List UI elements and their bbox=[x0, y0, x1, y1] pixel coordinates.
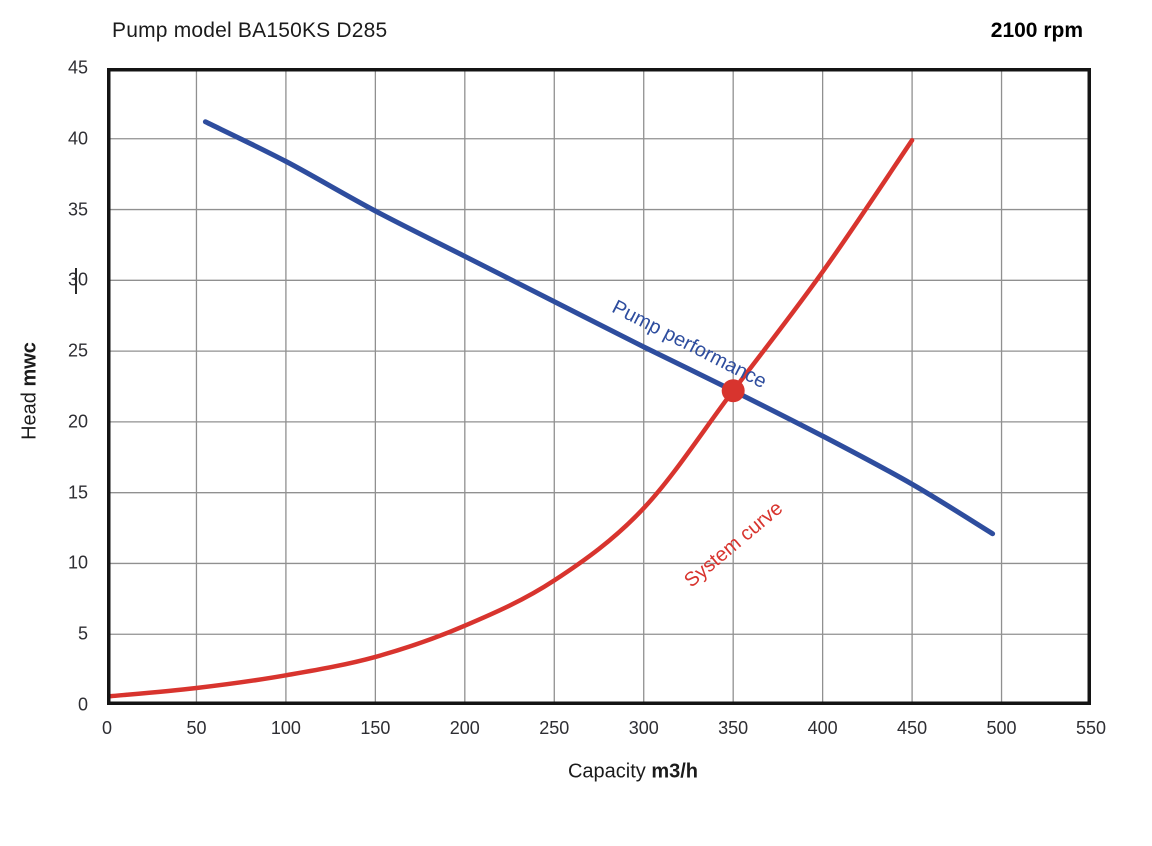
y-tick-label: 0 bbox=[77, 694, 88, 715]
x-axis-title-text: Capacity bbox=[567, 760, 646, 783]
x-tick-label: 100 bbox=[270, 718, 301, 738]
operating-point-dot bbox=[721, 379, 745, 403]
x-tick-label: 0 bbox=[101, 718, 113, 738]
x-axis-title: Capacity m3/h bbox=[568, 761, 698, 784]
y-tick-label: 5 bbox=[77, 623, 88, 644]
x-axis-unit: m3/h bbox=[651, 760, 699, 783]
x-tick-label: 450 bbox=[897, 718, 928, 738]
x-tick-label: 150 bbox=[360, 718, 391, 738]
y-tick-label: 20 bbox=[67, 411, 88, 432]
x-tick-label: 50 bbox=[186, 718, 207, 738]
y-tick-label: 40 bbox=[67, 128, 88, 149]
y-tick-label: 30 bbox=[67, 269, 88, 290]
x-tick-label: 200 bbox=[449, 718, 480, 738]
chart-title: Pump model BA150KS D285 bbox=[112, 19, 388, 42]
x-tick-label: 400 bbox=[807, 718, 838, 738]
plot-area: Pump performance System curve bbox=[107, 68, 1091, 705]
grid-lines bbox=[107, 68, 1091, 705]
y-tick-label: 10 bbox=[67, 552, 88, 573]
x-tick-label: 350 bbox=[718, 718, 749, 738]
x-tick-label: 300 bbox=[628, 718, 659, 738]
x-tick-label: 250 bbox=[539, 718, 570, 738]
y-tick-label: 45 bbox=[67, 57, 88, 78]
rpm-label: 2100 rpm bbox=[990, 19, 1083, 42]
text-cursor-artifact bbox=[75, 268, 77, 294]
pump-performance-curve bbox=[202, 119, 996, 537]
x-tick-label: 550 bbox=[1075, 718, 1107, 738]
x-tick-label: 500 bbox=[986, 718, 1017, 738]
plot-border bbox=[107, 68, 1091, 705]
y-tick-label: 25 bbox=[67, 340, 88, 361]
plot-canvas bbox=[107, 68, 1091, 705]
y-tick-label: 35 bbox=[67, 199, 88, 220]
system-curve bbox=[107, 137, 915, 699]
y-tick-label: 15 bbox=[67, 482, 88, 503]
